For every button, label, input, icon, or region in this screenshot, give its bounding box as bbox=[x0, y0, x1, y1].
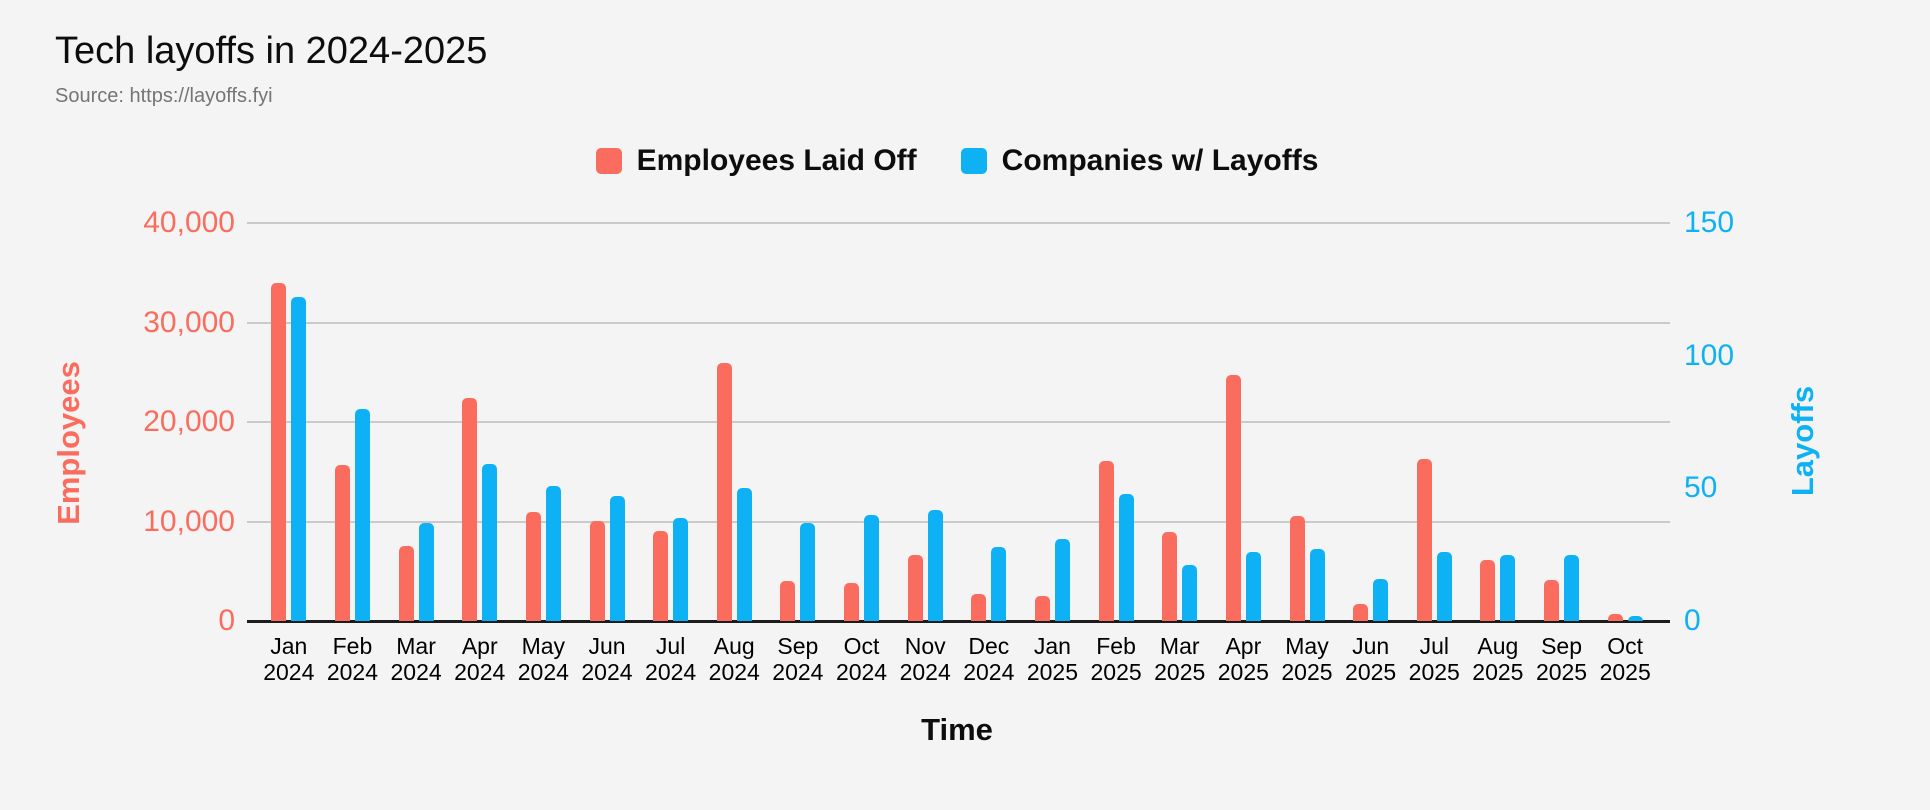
x-axis-tick-label: Jan 2025 bbox=[1026, 633, 1079, 685]
employees-bar-feb-2025 bbox=[1098, 460, 1114, 621]
legend-swatch-employees-icon bbox=[595, 148, 622, 174]
companies-bar-aug-2025 bbox=[1500, 554, 1516, 621]
employees-bar-jun-2024 bbox=[589, 520, 605, 621]
x-axis-tick-label: Aug 2024 bbox=[708, 633, 760, 685]
companies-bar-jun-2025 bbox=[1373, 578, 1389, 621]
left-axis-tick-label: 30,000 bbox=[143, 305, 235, 339]
employees-bar-may-2025 bbox=[1289, 515, 1305, 621]
companies-bar-apr-2025 bbox=[1245, 552, 1261, 621]
x-axis-tick-label: Oct 2025 bbox=[1599, 633, 1651, 685]
gridline bbox=[247, 421, 1670, 423]
companies-bar-jun-2024 bbox=[609, 496, 625, 621]
employees-bar-mar-2024 bbox=[398, 546, 414, 621]
employees-bar-dec-2024 bbox=[971, 594, 987, 621]
legend-swatch-companies-icon bbox=[960, 148, 987, 174]
companies-bar-sep-2024 bbox=[800, 522, 816, 621]
employees-bar-jan-2024 bbox=[271, 282, 287, 621]
companies-bar-feb-2024 bbox=[354, 408, 370, 621]
gridline bbox=[247, 321, 1670, 324]
x-axis-tick-label: Apr 2025 bbox=[1217, 633, 1269, 685]
companies-bar-sep-2025 bbox=[1564, 554, 1580, 621]
companies-bar-nov-2024 bbox=[927, 509, 943, 621]
plot-area bbox=[247, 222, 1670, 623]
companies-bar-jul-2024 bbox=[673, 517, 689, 621]
legend-item-employees: Employees Laid Off bbox=[595, 144, 917, 178]
x-axis-tick-label: Jul 2025 bbox=[1408, 633, 1460, 685]
legend-item-companies: Companies w/ Layoffs bbox=[960, 144, 1319, 178]
employees-bar-jul-2024 bbox=[653, 531, 669, 621]
companies-bar-mar-2024 bbox=[418, 522, 434, 621]
companies-bar-apr-2024 bbox=[482, 464, 498, 621]
right-axis-tick-label: 150 bbox=[1684, 206, 1735, 239]
employees-bar-apr-2024 bbox=[462, 398, 478, 621]
legend-label-employees: Employees Laid Off bbox=[636, 144, 917, 177]
companies-bar-may-2025 bbox=[1309, 549, 1325, 621]
left-axis-tick-label: 10,000 bbox=[143, 504, 235, 538]
companies-bar-feb-2025 bbox=[1118, 493, 1134, 621]
employees-bar-oct-2025 bbox=[1607, 614, 1623, 621]
x-axis-tick-label: Aug 2025 bbox=[1472, 633, 1524, 685]
x-axis-tick-label: May 2024 bbox=[517, 633, 569, 685]
companies-bar-jan-2025 bbox=[1054, 538, 1070, 621]
companies-bar-oct-2024 bbox=[864, 514, 880, 621]
left-axis-tick-label: 0 bbox=[218, 604, 235, 637]
employees-bar-jul-2025 bbox=[1416, 458, 1432, 621]
right-axis-tick-label: 50 bbox=[1684, 471, 1718, 505]
x-axis-tick-label: Sep 2025 bbox=[1535, 633, 1588, 685]
x-axis-tick-label: Sep 2024 bbox=[772, 633, 824, 685]
gridline bbox=[247, 520, 1670, 523]
employees-bar-nov-2024 bbox=[907, 555, 923, 621]
companies-bar-jan-2024 bbox=[291, 297, 307, 621]
x-axis-tick-label: Feb 2024 bbox=[326, 633, 379, 685]
companies-bar-jul-2025 bbox=[1436, 552, 1452, 621]
x-axis-tick-label: Feb 2025 bbox=[1090, 633, 1142, 685]
x-axis-tick-label: Nov 2024 bbox=[899, 633, 951, 685]
employees-bar-sep-2024 bbox=[780, 581, 796, 621]
legend: Employees Laid Off Companies w/ Layoffs bbox=[257, 144, 1657, 178]
left-axis-title: Employees bbox=[51, 361, 86, 525]
employees-bar-mar-2025 bbox=[1162, 532, 1178, 621]
companies-bar-mar-2025 bbox=[1182, 565, 1198, 621]
companies-bar-may-2024 bbox=[545, 485, 561, 621]
left-axis-tick-label: 40,000 bbox=[143, 206, 235, 239]
chart-title: Tech layoffs in 2024-2025 bbox=[55, 30, 488, 72]
companies-bar-aug-2024 bbox=[736, 488, 752, 621]
employees-bar-aug-2025 bbox=[1480, 560, 1496, 621]
employees-bar-sep-2025 bbox=[1544, 580, 1560, 621]
right-axis-title: Layoffs bbox=[1785, 385, 1820, 497]
companies-bar-oct-2025 bbox=[1627, 615, 1643, 621]
employees-bar-apr-2025 bbox=[1225, 375, 1241, 621]
gridline bbox=[247, 222, 1670, 224]
x-axis-tick-label: May 2025 bbox=[1281, 633, 1333, 685]
companies-bar-dec-2024 bbox=[991, 546, 1007, 621]
x-axis-tick-label: Jan 2024 bbox=[263, 633, 315, 685]
chart-source: Source: https://layoffs.fyi bbox=[55, 85, 273, 107]
employees-bar-jan-2025 bbox=[1034, 596, 1050, 621]
x-axis-tick-label: Jul 2024 bbox=[645, 633, 697, 685]
x-axis-tick-label: Jun 2024 bbox=[581, 633, 633, 685]
x-axis-tick-label: Mar 2024 bbox=[390, 633, 442, 685]
x-axis-tick-label: Jun 2025 bbox=[1345, 633, 1397, 685]
x-axis-title: Time bbox=[921, 712, 993, 747]
left-axis-tick-label: 20,000 bbox=[143, 405, 235, 438]
right-axis-tick-label: 100 bbox=[1684, 338, 1735, 372]
x-axis-tick-label: Oct 2024 bbox=[835, 633, 888, 685]
employees-bar-oct-2024 bbox=[844, 583, 860, 621]
legend-label-companies: Companies w/ Layoffs bbox=[1001, 144, 1319, 177]
employees-bar-may-2024 bbox=[525, 511, 541, 621]
employees-bar-aug-2024 bbox=[716, 363, 732, 621]
employees-bar-feb-2024 bbox=[334, 464, 350, 621]
x-axis-tick-label: Dec 2024 bbox=[963, 633, 1015, 685]
employees-bar-jun-2025 bbox=[1353, 604, 1369, 621]
x-axis-tick-label: Apr 2024 bbox=[454, 633, 506, 685]
x-axis-tick-label: Mar 2025 bbox=[1154, 633, 1206, 685]
right-axis-tick-label: 0 bbox=[1684, 604, 1701, 637]
x-axis-baseline bbox=[247, 620, 1670, 623]
